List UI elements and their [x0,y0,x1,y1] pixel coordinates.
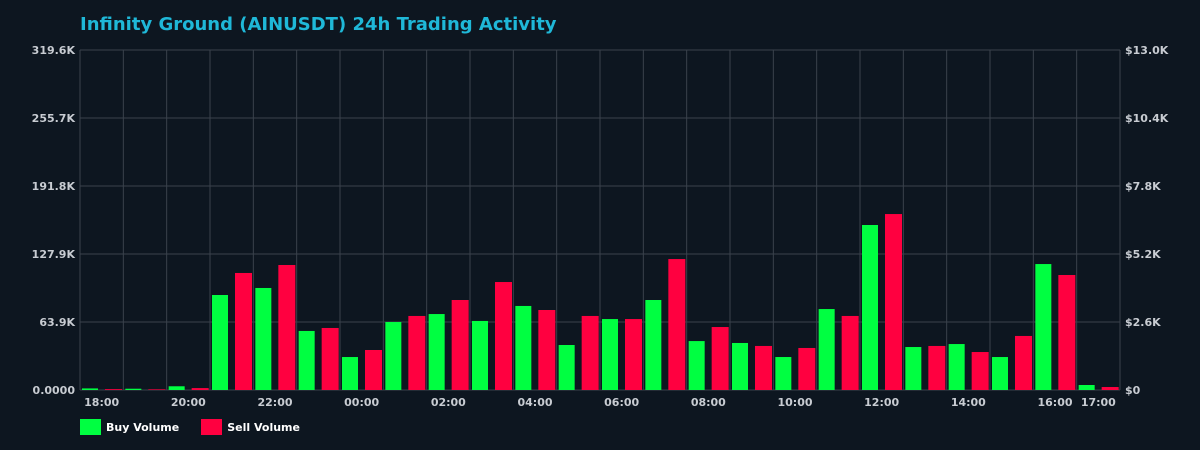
sell-bar [755,345,772,390]
sell-bar [278,265,296,390]
x-tick-label: 14:00 [951,396,986,409]
legend-label-buy: Buy Volume [106,420,180,434]
y-tick-label: 127.9K [32,248,76,261]
buy-bar [992,357,1008,390]
y-tick-label: 255.7K [32,112,76,125]
buy-bar [125,388,142,390]
x-tick-label: 02:00 [431,396,466,409]
sell-bar [798,347,816,390]
x-tick-label: 12:00 [864,396,899,409]
buy-bar [342,357,358,390]
x-tick-label: 22:00 [257,396,292,409]
legend-item-buy[interactable]: Buy Volume [80,419,179,435]
buy-bar [602,319,618,390]
buy-bar [212,295,228,390]
sell-bar [148,389,166,390]
buy-bar [948,344,965,390]
sell-bar [538,310,556,390]
x-tick-label: 00:00 [344,396,379,409]
y-tick-label: 319.6K [32,44,76,57]
sell-bar [1015,335,1032,390]
legend: Buy Volume Sell Volume [80,419,300,435]
buy-bar [645,300,662,390]
buy-bar [688,341,705,390]
x-tick-label: 06:00 [604,396,639,409]
sell-bar [928,345,946,390]
x-tick-label: 18:00 [84,396,119,409]
buy-swatch [80,419,101,435]
sell-swatch [201,419,223,435]
sell-bar [841,315,859,390]
legend-label-sell: Sell Volume [227,420,300,434]
x-tick-label: 08:00 [691,396,726,409]
buy-bar [1078,385,1095,390]
sell-bar [668,259,686,390]
y2-tick-label: $5.2K [1125,248,1161,261]
y-tick-label: 63.9K [39,316,75,329]
buy-bar [862,225,878,390]
sell-bar [625,319,642,390]
y-tick-label: 0.0000 [33,384,76,397]
sell-bar [235,272,252,390]
sell-bar [451,300,469,390]
buy-bar [1035,264,1052,390]
x-tick-label: 17:00 [1081,396,1116,409]
sell-bar [1058,275,1076,390]
x-tick-label: 04:00 [517,396,552,409]
buy-bar [472,320,488,390]
x-tick-label: 10:00 [777,396,812,409]
legend-item-sell[interactable]: Sell Volume [201,419,300,435]
y2-tick-label: $0 [1125,384,1141,397]
buy-bar [385,322,402,390]
buy-bar [515,305,532,390]
sell-bar [365,350,382,390]
buy-bar [558,345,575,390]
chart-title: Infinity Ground (AINUSDT) 24h Trading Ac… [80,14,557,35]
buy-bar [298,330,315,390]
buy-bar [818,309,835,390]
buy-bar [732,342,748,390]
x-tick-label: 16:00 [1037,396,1072,409]
sell-bar [191,388,209,390]
buy-bar [905,347,922,390]
buy-bar [82,388,98,390]
y2-tick-label: $13.0K [1125,44,1169,57]
x-tick-label: 20:00 [171,396,206,409]
sell-bar [885,214,902,390]
buy-bar [168,386,185,390]
y2-tick-label: $7.8K [1125,180,1161,193]
sell-bar [581,315,599,390]
y-tick-label: 191.8K [32,180,76,193]
sell-bar [971,352,989,390]
sell-bar [711,327,729,390]
sell-bar [321,327,339,390]
y2-tick-label: $2.6K [1125,316,1161,329]
buy-bar [255,287,272,390]
sell-bar [408,315,426,390]
buy-bar [775,357,792,390]
buy-bar [428,314,445,390]
sell-bar [1101,387,1119,390]
sell-bar [105,389,122,390]
y2-tick-label: $10.4K [1125,112,1169,125]
sell-bar [495,282,512,390]
